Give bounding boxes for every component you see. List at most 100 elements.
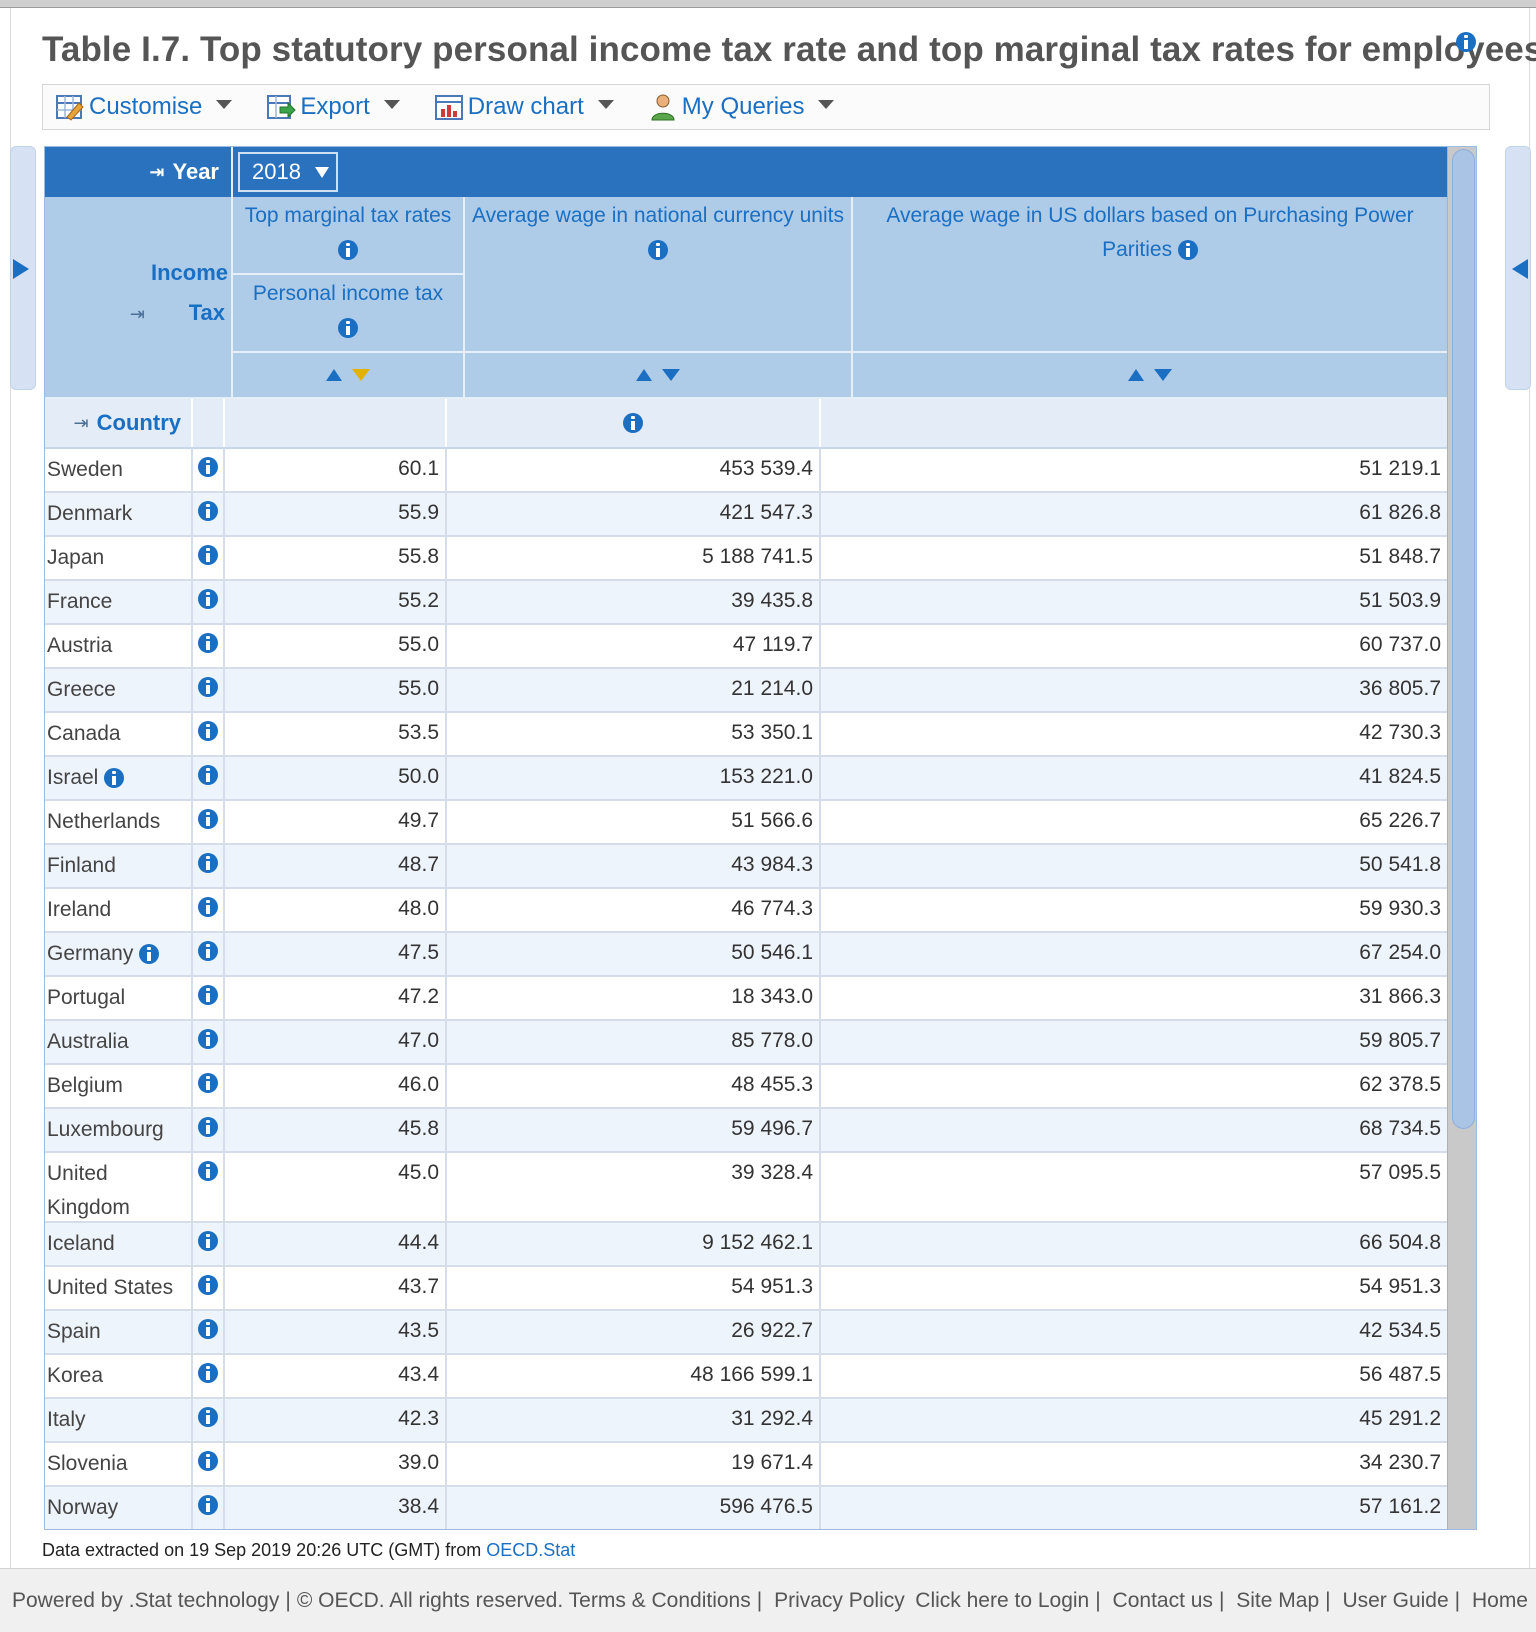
login-link[interactable]: Click here to Login <box>915 1589 1090 1612</box>
country-info-cell <box>193 801 225 843</box>
wage-ncu-cell: 153 221.0 <box>447 757 821 799</box>
info-icon[interactable] <box>198 1495 218 1515</box>
vertical-scrollbar[interactable] <box>1447 147 1476 1529</box>
country-name: Italy <box>47 1408 86 1431</box>
info-icon[interactable] <box>198 1363 218 1383</box>
wage-ppp-cell: 41 824.5 <box>1359 765 1441 788</box>
info-icon[interactable] <box>198 1275 218 1295</box>
country-dimension-row: ⇥ Country <box>45 399 1447 449</box>
info-icon[interactable] <box>198 633 218 653</box>
wage-ncu-cell: 21 214.0 <box>447 669 821 711</box>
chevron-down-icon <box>383 99 400 109</box>
column-subheader-personal-income: Personal income tax <box>233 275 465 353</box>
sort-descending-icon[interactable] <box>352 369 370 381</box>
income-tax-label[interactable]: ⇥ Income Tax <box>130 253 228 336</box>
country-dimension-label[interactable]: ⇥ Country <box>45 399 193 447</box>
customise-icon <box>56 95 84 121</box>
wage-ppp-cell: 62 378.5 <box>1359 1073 1441 1096</box>
info-icon[interactable] <box>1177 240 1198 261</box>
info-icon[interactable] <box>198 1319 218 1339</box>
sort-ascending-icon[interactable] <box>1128 369 1144 381</box>
info-icon[interactable] <box>198 545 218 565</box>
customise-menu[interactable]: Customise <box>55 93 233 121</box>
info-icon[interactable] <box>198 1029 218 1049</box>
sort-descending-icon[interactable] <box>1154 369 1172 381</box>
country-info-cell <box>193 1267 225 1309</box>
info-icon[interactable] <box>198 853 218 873</box>
info-icon[interactable] <box>198 985 218 1005</box>
info-icon[interactable] <box>198 501 218 521</box>
country-info-cell <box>193 757 225 799</box>
wage-ncu-cell: 421 547.3 <box>447 493 821 535</box>
info-icon[interactable] <box>198 1231 218 1251</box>
user-guide-link[interactable]: User Guide <box>1342 1589 1449 1612</box>
info-icon[interactable] <box>338 240 358 261</box>
sort-ascending-icon[interactable] <box>326 369 342 381</box>
country-info-cell <box>193 669 225 711</box>
wage-ncu-cell: 51 566.6 <box>447 801 821 843</box>
info-icon[interactable] <box>198 809 218 829</box>
country-info-cell <box>193 845 225 887</box>
info-icon[interactable] <box>198 941 218 961</box>
info-icon[interactable] <box>198 765 218 785</box>
privacy-link[interactable]: Privacy Policy <box>774 1589 905 1612</box>
country-info-cell <box>193 537 225 579</box>
table-row: United Kingdom 45.0 39 328.4 57 095.5 <box>45 1153 1447 1223</box>
tax-rate-cell: 50.0 <box>225 757 447 799</box>
column-header-wage-ppp: Average wage in US dollars based on Purc… <box>853 197 1447 353</box>
info-icon[interactable] <box>198 589 218 609</box>
tax-rate-cell: 46.0 <box>225 1065 447 1107</box>
country-name: Israel <box>47 766 99 789</box>
info-icon[interactable] <box>198 1073 218 1093</box>
info-icon[interactable] <box>198 721 218 741</box>
info-icon[interactable] <box>623 413 643 433</box>
year-dimension-label[interactable]: ⇥ Year <box>45 147 231 197</box>
country-info-cell <box>193 493 225 535</box>
right-panel-toggle[interactable] <box>1505 146 1531 390</box>
export-menu[interactable]: Export <box>266 93 400 121</box>
sort-ascending-icon[interactable] <box>636 369 652 381</box>
info-icon[interactable] <box>198 1117 218 1137</box>
oecd-stat-link[interactable]: OECD.Stat <box>486 1540 576 1560</box>
wage-ppp-cell: 68 734.5 <box>1359 1117 1441 1140</box>
info-icon[interactable] <box>198 897 218 917</box>
year-select[interactable]: 2018 <box>238 152 338 192</box>
home-link[interactable]: Home <box>1471 1589 1528 1612</box>
tax-rate-cell: 42.3 <box>225 1399 447 1441</box>
wage-ncu-cell: 18 343.0 <box>447 977 821 1019</box>
country-cell: Japan <box>45 537 193 579</box>
page-title: Table I.7. Top statutory personal income… <box>42 30 1536 69</box>
info-icon[interactable] <box>139 944 160 965</box>
my-queries-menu[interactable]: My Queries <box>648 93 835 121</box>
country-cell: Germany <box>45 933 193 975</box>
info-icon[interactable] <box>198 1407 218 1427</box>
table-row: Greece 55.0 21 214.0 36 805.7 <box>45 669 1447 713</box>
country-name: United States <box>47 1276 174 1299</box>
info-icon[interactable] <box>338 318 358 339</box>
draw-chart-menu[interactable]: Draw chart <box>434 93 614 121</box>
info-icon[interactable] <box>198 677 218 697</box>
country-name: Luxembourg <box>47 1118 164 1141</box>
draw-chart-label: Draw chart <box>467 93 584 120</box>
country-name: Austria <box>47 634 113 657</box>
left-panel-toggle[interactable] <box>10 146 36 390</box>
info-icon[interactable] <box>198 1451 218 1471</box>
info-icon[interactable] <box>1456 32 1476 52</box>
info-icon[interactable] <box>198 1161 218 1181</box>
table-row: Slovenia 39.0 19 671.4 34 230.7 <box>45 1443 1447 1487</box>
chevron-down-icon <box>597 99 614 109</box>
top-rule <box>0 0 1536 8</box>
tax-rate-cell: 43.5 <box>225 1311 447 1353</box>
contact-link[interactable]: Contact us <box>1112 1589 1213 1612</box>
country-info-cell <box>193 581 225 623</box>
wage-ncu-cell: 39 328.4 <box>447 1153 821 1221</box>
sitemap-link[interactable]: Site Map <box>1236 1589 1320 1612</box>
info-icon[interactable] <box>104 768 125 789</box>
sort-descending-icon[interactable] <box>662 369 680 381</box>
wage-ppp-cell: 59 930.3 <box>1359 897 1441 920</box>
terms-link[interactable]: Terms & Conditions <box>568 1589 751 1612</box>
info-icon[interactable] <box>648 240 668 261</box>
wage-ppp-cell: 31 866.3 <box>1359 985 1441 1008</box>
scrollbar-thumb[interactable] <box>1452 149 1475 1129</box>
info-icon[interactable] <box>198 457 218 477</box>
